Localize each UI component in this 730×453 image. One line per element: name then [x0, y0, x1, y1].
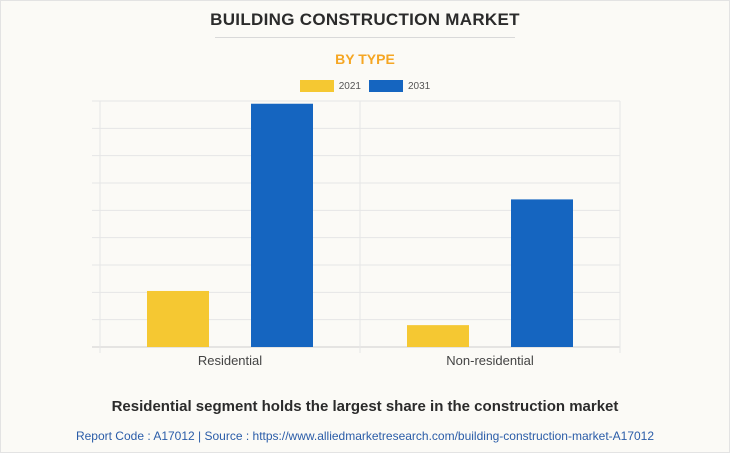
- bar-2031-residential: [251, 103, 313, 347]
- bar-2021-residential: [147, 290, 209, 347]
- legend-label-2031: 2031: [408, 80, 431, 92]
- chart-subtitle: BY TYPE: [335, 51, 395, 67]
- legend-swatch-2021: [299, 80, 334, 92]
- x-tick-label: Non-residential: [446, 353, 534, 368]
- chart-title: BUILDING CONSTRUCTION MARKET: [210, 10, 520, 29]
- chart-caption: Residential segment holds the largest sh…: [111, 398, 619, 415]
- bar-2021-non-residential: [407, 325, 469, 347]
- legend-swatch-2031: [369, 80, 403, 92]
- title-divider: [215, 37, 515, 38]
- bar-2031-non-residential: [511, 199, 573, 347]
- x-tick-label: Residential: [198, 353, 262, 368]
- source-footer[interactable]: Report Code : A17012 | Source : https://…: [75, 429, 655, 443]
- legend-item-2021[interactable]: 2021: [299, 80, 361, 92]
- legend-item-2031[interactable]: 2031: [369, 80, 430, 92]
- chart-legend: 2021 2031: [0, 80, 730, 92]
- legend-label-2021: 2021: [338, 80, 361, 92]
